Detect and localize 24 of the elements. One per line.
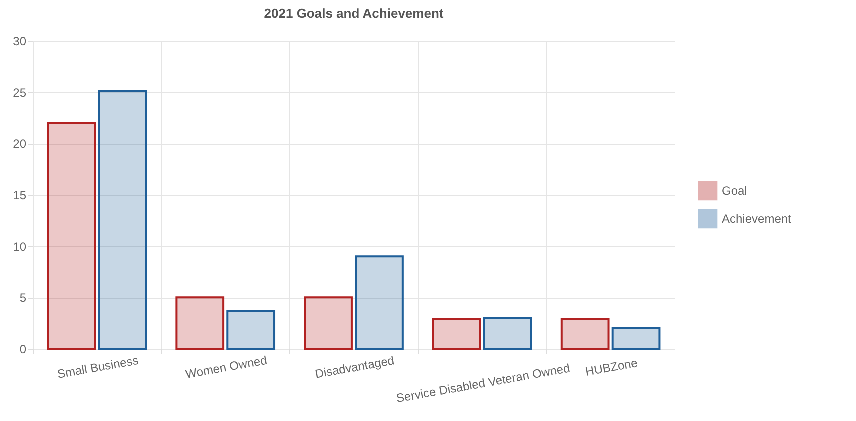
bar <box>483 317 532 350</box>
chart-title: 2021 Goals and Achievement <box>264 6 444 21</box>
bar <box>560 318 610 350</box>
x-tick-label: HUBZone <box>584 356 640 379</box>
y-tick-label: 0 <box>20 342 27 356</box>
x-tick-label: Small Business <box>56 353 140 382</box>
y-tick-label: 10 <box>13 240 27 254</box>
y-tick-label: 25 <box>13 86 27 100</box>
bar <box>98 90 148 350</box>
bar <box>432 318 482 350</box>
x-tick-label: Women Owned <box>184 353 268 382</box>
legend-label: Achievement <box>722 212 792 226</box>
y-tick-label: 5 <box>20 291 27 306</box>
bar <box>612 327 661 350</box>
bar <box>226 310 276 350</box>
bar <box>47 122 96 350</box>
x-tick-label: Service Disabled Veteran Owned <box>395 361 572 406</box>
y-tick-label: 15 <box>13 188 27 202</box>
bar <box>176 296 225 350</box>
y-tick-label: 30 <box>13 34 27 48</box>
y-tick-label: 20 <box>13 137 27 152</box>
legend-label: Goal <box>722 184 748 198</box>
bar <box>355 256 404 350</box>
bar <box>304 296 353 350</box>
